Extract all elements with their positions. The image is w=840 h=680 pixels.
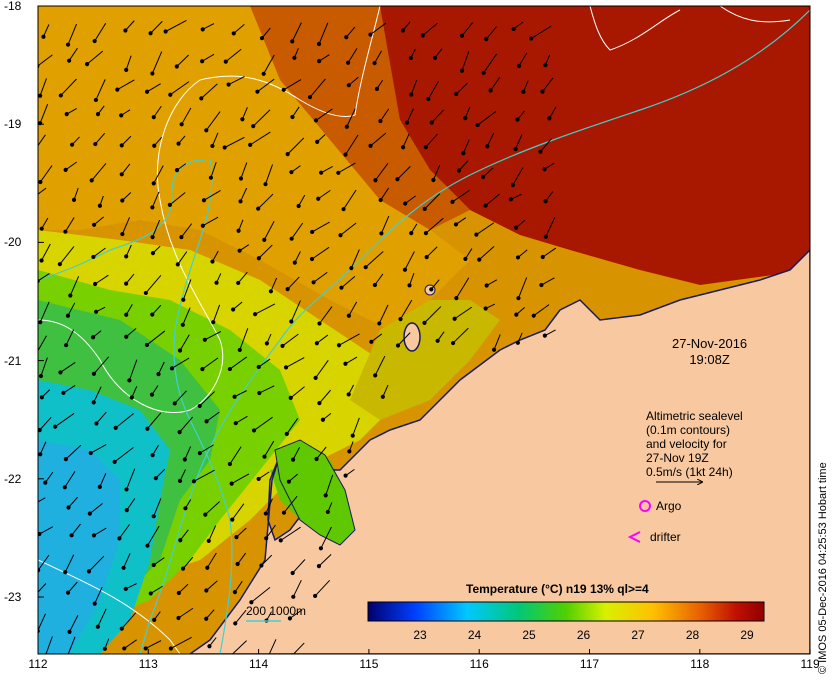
colorbar-tick-label: 27	[631, 628, 645, 642]
argo-icon	[639, 500, 651, 512]
date-text: 27-Nov-2016	[672, 336, 748, 351]
note-line: 0.5m/s (1kt 24h)	[646, 465, 733, 479]
lat-tick-label: -22	[4, 471, 22, 486]
note-line: 27-Nov 19Z	[646, 451, 709, 465]
warm-water-ne	[380, 6, 810, 285]
lat-tick-label: -20	[4, 235, 22, 250]
lon-tick-label: 115	[359, 657, 379, 671]
colorbar-tick-label: 29	[740, 628, 754, 642]
colorbar-title: Temperature (°C) n19 13% ql>=4	[466, 582, 649, 596]
lat-tick-label: -18	[4, 0, 22, 13]
drifter-label: drifter	[650, 530, 681, 544]
argo-label: Argo	[656, 499, 682, 513]
bathy-label: 200 1000m	[246, 604, 307, 618]
lat-tick-label: -21	[4, 353, 22, 368]
plot-frame	[37, 5, 811, 655]
note-line: (0.1m contours)	[646, 423, 731, 437]
colorbar	[367, 601, 765, 622]
peninsula	[274, 439, 356, 546]
time-text: 19:08Z	[689, 352, 730, 367]
lon-tick-label: 116	[469, 657, 489, 671]
lat-tick-label: -23	[4, 590, 22, 604]
lon-tick-label: 113	[138, 657, 158, 671]
island-barrow	[403, 322, 421, 352]
velocity-arrows	[38, 19, 557, 654]
colorbar-tick-label: 23	[413, 628, 427, 642]
date-stamp: 27-Nov-2016 19:08Z	[672, 336, 747, 368]
credit-text: © IMOS 05-Dec-2016 04:25:53 Hobart time	[817, 462, 829, 674]
colorbar-tick-label: 26	[576, 628, 591, 642]
drifter-icon	[627, 531, 641, 543]
lon-tick-label: 119	[800, 657, 820, 671]
lon-tick-label: 118	[690, 657, 710, 671]
colorbar-tick-label: 28	[685, 628, 700, 642]
lat-tick-label: -19	[4, 117, 22, 132]
note-line: and velocity for	[646, 437, 727, 451]
colorbar-tick-label: 25	[522, 628, 536, 642]
colorbar-tick-label: 24	[467, 628, 482, 642]
land-mass	[188, 248, 810, 654]
note-line: Altimetric sealevel	[646, 409, 743, 423]
lon-tick-label: 112	[28, 657, 48, 671]
lon-tick-label: 114	[249, 657, 269, 671]
sealevel-note: Altimetric sealevel (0.1m contours) and …	[646, 409, 743, 479]
lon-tick-label: 117	[579, 657, 600, 671]
